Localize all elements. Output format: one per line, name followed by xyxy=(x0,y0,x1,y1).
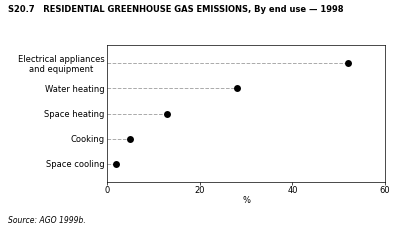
Point xyxy=(234,86,240,90)
Text: S20.7   RESIDENTIAL GREENHOUSE GAS EMISSIONS, By end use — 1998: S20.7 RESIDENTIAL GREENHOUSE GAS EMISSIO… xyxy=(8,5,343,14)
Point xyxy=(127,137,133,141)
Point xyxy=(345,61,351,65)
Point xyxy=(113,162,119,166)
Text: Source: AGO 1999b.: Source: AGO 1999b. xyxy=(8,216,86,225)
Point xyxy=(164,112,171,115)
X-axis label: %: % xyxy=(242,196,250,205)
